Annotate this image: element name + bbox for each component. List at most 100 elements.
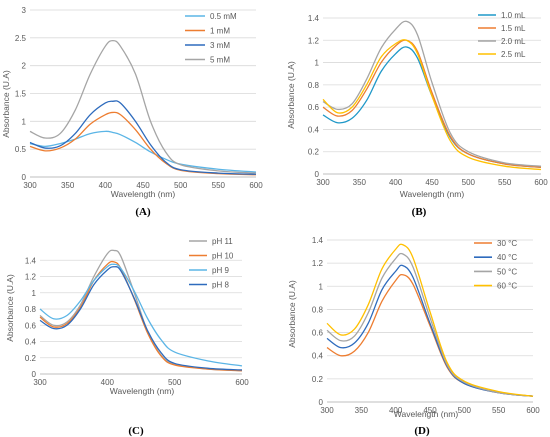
y-tick-label: 3 bbox=[22, 6, 27, 15]
y-tick-label: 2.5 bbox=[15, 34, 27, 43]
y-tick-labels: 0 0.5 1 1.5 2 2.5 3 bbox=[15, 6, 27, 182]
series-line bbox=[322, 39, 542, 171]
x-tick-labels: 300 350 400 450 500 550 600 bbox=[320, 406, 540, 415]
x-tick-labels: 300 400 500 600 bbox=[33, 378, 249, 387]
panel-label: (A) bbox=[135, 206, 151, 218]
series-line bbox=[326, 252, 534, 397]
legend: 30 °C 40 °C 50 °C 60 °C bbox=[474, 239, 517, 291]
series-lines bbox=[29, 39, 257, 176]
series-line bbox=[29, 39, 257, 174]
series-lines bbox=[39, 249, 243, 372]
legend-label: 40 °C bbox=[497, 253, 517, 262]
series-line bbox=[326, 243, 534, 397]
series-line bbox=[39, 266, 243, 371]
legend-label: 2.5 mL bbox=[501, 50, 526, 59]
x-tick-label: 300 bbox=[320, 406, 334, 415]
panel-label: (B) bbox=[412, 206, 427, 218]
x-tick-label: 500 bbox=[174, 181, 188, 190]
legend: pH 11 pH 10 pH 9 pH 8 bbox=[189, 237, 234, 290]
y-tick-label: 0 bbox=[22, 173, 27, 182]
panel-c: 0 0.2 0.4 0.6 0.8 1 1.2 1.4 300 400 500 600 Absorb… bbox=[5, 237, 249, 437]
y-tick-label: 0.5 bbox=[15, 145, 27, 154]
x-tick-label: 450 bbox=[423, 406, 437, 415]
y-tick-labels: 0 0.2 0.4 0.6 0.8 1 1.2 1.4 bbox=[312, 236, 324, 407]
legend-label: 30 °C bbox=[497, 239, 517, 248]
y-tick-label: 0.4 bbox=[25, 338, 37, 347]
series-line bbox=[322, 20, 542, 167]
legend-label: 50 °C bbox=[497, 267, 517, 276]
y-axis-title: Absorbance (U.A) bbox=[1, 70, 11, 138]
y-tick-label: 0.8 bbox=[308, 81, 320, 90]
y-tick-label: 1.2 bbox=[25, 273, 37, 282]
x-tick-label: 500 bbox=[168, 378, 182, 387]
y-axis-title: Absorbance (U.A) bbox=[286, 61, 296, 129]
panel-d: 0 0.2 0.4 0.6 0.8 1 1.2 1.4 300 350 400 450 500 550 6… bbox=[287, 236, 540, 437]
x-tick-labels: 300 350 400 450 500 550 600 bbox=[316, 178, 548, 187]
series-lines bbox=[322, 20, 542, 171]
x-tick-label: 450 bbox=[136, 181, 150, 190]
y-tick-label: 0.6 bbox=[308, 103, 320, 112]
panel-label: (C) bbox=[128, 425, 144, 437]
x-tick-label: 300 bbox=[33, 378, 47, 387]
x-tick-label: 500 bbox=[462, 178, 476, 187]
series-line bbox=[326, 273, 534, 397]
x-tick-labels: 300 350 400 450 500 550 600 bbox=[23, 181, 263, 190]
legend: 0.5 mM 1 mM 3 mM 5 mM bbox=[185, 12, 237, 65]
series-line bbox=[326, 264, 534, 397]
legend-label: 1 mM bbox=[210, 27, 230, 36]
y-tick-label: 1 bbox=[22, 117, 27, 126]
gridlines bbox=[323, 17, 541, 175]
x-tick-label: 400 bbox=[389, 406, 403, 415]
legend-label: 5 mM bbox=[210, 56, 230, 65]
gridlines bbox=[30, 9, 256, 178]
gridlines bbox=[327, 239, 533, 403]
y-tick-label: 1.2 bbox=[308, 36, 320, 45]
x-tick-label: 450 bbox=[425, 178, 439, 187]
legend: 1.0 mL 1.5 mL 2.0 mL 2.5 mL bbox=[478, 11, 526, 59]
x-axis-title: Wavelength (nm) bbox=[394, 409, 459, 419]
x-tick-label: 550 bbox=[492, 406, 506, 415]
y-tick-label: 0 bbox=[319, 398, 324, 407]
y-tick-label: 0.6 bbox=[312, 329, 324, 338]
y-tick-label: 0.8 bbox=[25, 305, 37, 314]
legend-label: 3 mM bbox=[210, 41, 230, 50]
x-tick-label: 600 bbox=[526, 406, 540, 415]
legend-label: pH 11 bbox=[212, 237, 233, 246]
x-axis-title: Wavelength (nm) bbox=[110, 386, 175, 396]
y-tick-label: 0.4 bbox=[308, 125, 320, 134]
panel-b: 0 0.2 0.4 0.6 0.8 1 1.2 1.4 300 350 400 450 500 550 6… bbox=[286, 11, 548, 218]
legend-label: pH 8 bbox=[212, 281, 229, 290]
series-line bbox=[39, 263, 243, 367]
legend-label: 1.5 mL bbox=[501, 24, 526, 33]
x-tick-label: 400 bbox=[389, 178, 403, 187]
y-tick-label: 0 bbox=[315, 170, 320, 179]
y-axis-title: Absorbance (U.A) bbox=[287, 280, 297, 348]
y-tick-label: 2 bbox=[22, 62, 27, 71]
y-tick-label: 0.6 bbox=[25, 321, 37, 330]
x-axis-title: Wavelength (nm) bbox=[111, 189, 176, 199]
x-tick-label: 600 bbox=[249, 181, 263, 190]
legend-label: 60 °C bbox=[497, 282, 517, 291]
series-line bbox=[39, 249, 243, 372]
y-tick-label: 1.5 bbox=[15, 90, 27, 99]
y-tick-labels: 0 0.2 0.4 0.6 0.8 1 1.2 1.4 bbox=[308, 14, 320, 179]
series-line bbox=[29, 100, 257, 175]
y-tick-label: 0.2 bbox=[308, 148, 320, 157]
x-tick-label: 550 bbox=[498, 178, 512, 187]
y-tick-label: 0.2 bbox=[25, 354, 37, 363]
x-tick-label: 500 bbox=[458, 406, 472, 415]
x-tick-label: 300 bbox=[23, 181, 37, 190]
x-tick-label: 350 bbox=[61, 181, 75, 190]
x-tick-label: 400 bbox=[101, 378, 115, 387]
x-tick-label: 300 bbox=[316, 178, 330, 187]
y-axis-title: Absorbance (U.A) bbox=[5, 274, 15, 342]
series-lines bbox=[326, 243, 534, 397]
y-tick-label: 1.2 bbox=[312, 259, 324, 268]
y-tick-label: 0.8 bbox=[312, 305, 324, 314]
x-tick-label: 400 bbox=[99, 181, 113, 190]
y-tick-label: 1 bbox=[32, 289, 37, 298]
series-line bbox=[29, 130, 257, 173]
panel-a: 0 0.5 1 1.5 2 2.5 3 300 350 400 450 500 550 600 Abso… bbox=[1, 6, 263, 218]
y-tick-label: 1.4 bbox=[308, 14, 320, 23]
legend-label: 1.0 mL bbox=[501, 11, 526, 20]
